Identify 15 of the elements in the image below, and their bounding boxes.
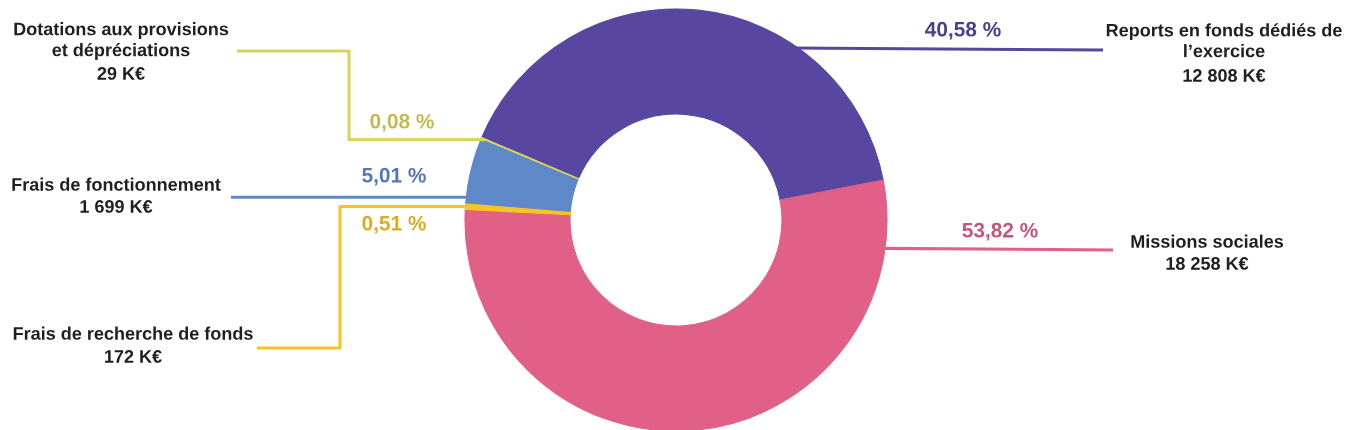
text: 12 808 K€ bbox=[1183, 69, 1266, 82]
text: 18 258 K€ bbox=[1166, 257, 1249, 270]
data-label: 0,51 % bbox=[362, 215, 426, 234]
slice-label: Frais de fonctionnement bbox=[12, 177, 221, 191]
text: 29 K€ bbox=[97, 67, 145, 80]
text: 1 699 K€ bbox=[80, 200, 153, 213]
slice-label: Missions sociales bbox=[1131, 234, 1284, 248]
data-label: 0,08 % bbox=[370, 113, 434, 132]
text: 172 K€ bbox=[105, 350, 162, 363]
slice-label: Frais de recherche de fonds bbox=[13, 326, 253, 340]
data-label: 53,82 % bbox=[962, 222, 1038, 241]
data-label: 5,01 % bbox=[362, 167, 426, 186]
data-label: 40,58 % bbox=[925, 21, 1001, 40]
slice-label: Reports en fonds dédiés de l’exercice bbox=[1106, 23, 1342, 58]
slice-label: Dotations aux provisions et dépréciations bbox=[14, 22, 229, 60]
